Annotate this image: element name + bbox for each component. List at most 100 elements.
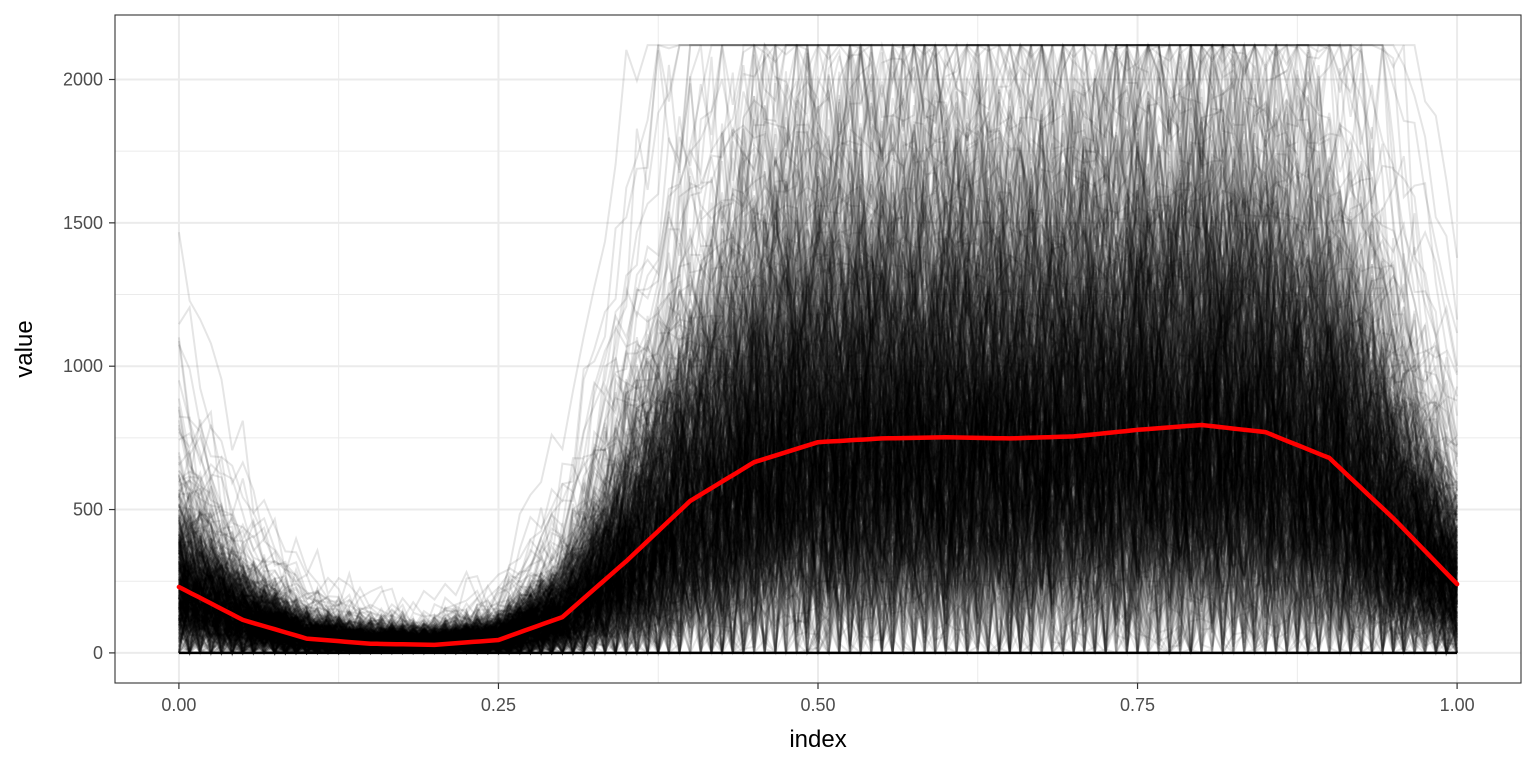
sample-trace	[178, 124, 1459, 654]
sample-trace	[178, 414, 1459, 656]
sample-trace	[178, 289, 1459, 657]
sample-trace	[178, 352, 1458, 657]
sample-trace	[178, 41, 1459, 644]
sample-trace	[178, 326, 1459, 656]
y-tick-label: 1000	[63, 356, 103, 376]
sample-trace	[178, 170, 1459, 655]
sample-trace	[178, 293, 1458, 655]
sample-trace	[177, 281, 1458, 655]
sample-trace	[178, 147, 1458, 655]
sample-trace	[177, 274, 1458, 655]
sample-trace	[178, 45, 1459, 649]
sample-trace	[177, 82, 1459, 645]
sample-trace	[177, 180, 1459, 655]
sample-trace	[178, 336, 1459, 655]
sample-trace	[177, 215, 1459, 655]
sample-trace	[177, 97, 1459, 655]
sample-trace	[177, 403, 1458, 657]
sample-trace	[177, 404, 1459, 656]
sample-trace	[177, 44, 1459, 651]
sample-trace	[177, 237, 1458, 655]
sample-trace	[177, 239, 1458, 657]
sample-trace	[178, 365, 1459, 655]
sample-trace	[177, 315, 1459, 656]
sample-trace	[177, 185, 1459, 653]
sample-trace	[178, 378, 1459, 657]
sample-trace	[178, 361, 1459, 656]
sample-trace	[178, 331, 1458, 656]
mean-layer	[176, 422, 1460, 648]
sample-trace	[178, 192, 1459, 650]
sample-trace	[178, 324, 1459, 655]
sample-trace	[177, 346, 1458, 656]
sample-trace	[177, 130, 1458, 655]
sample-trace	[178, 351, 1459, 657]
sample-trace	[178, 189, 1458, 655]
sample-trace	[178, 215, 1459, 655]
sample-trace	[178, 350, 1458, 656]
sample-trace	[177, 304, 1459, 657]
sample-trace	[178, 290, 1459, 657]
sample-trace	[178, 224, 1458, 655]
sample-trace	[178, 101, 1459, 656]
sample-trace	[177, 417, 1459, 657]
sample-trace	[178, 164, 1458, 655]
sample-trace	[177, 340, 1458, 656]
sample-trace	[177, 45, 1459, 655]
x-axis-ticks: 0.00 0.25 0.50 0.75 1.00	[161, 683, 1475, 715]
sample-trace	[178, 234, 1459, 656]
sample-trace	[177, 305, 1459, 655]
sample-trace	[178, 261, 1458, 655]
sample-trace	[178, 98, 1459, 655]
sample-trace	[177, 44, 1459, 643]
sample-trace	[178, 150, 1459, 655]
sample-trace	[177, 212, 1458, 654]
sample-trace	[178, 132, 1459, 656]
sample-trace	[177, 105, 1459, 653]
sample-trace	[177, 296, 1458, 657]
sample-trace	[177, 246, 1459, 655]
sample-trace	[177, 44, 1459, 635]
sample-trace	[177, 44, 1459, 634]
sample-trace	[178, 353, 1458, 657]
sample-trace	[178, 44, 1458, 654]
sample-trace	[178, 369, 1459, 655]
sample-trace	[178, 43, 1458, 656]
sample-trace	[178, 365, 1459, 656]
sample-trace	[178, 44, 1459, 646]
sample-trace	[178, 169, 1458, 656]
sample-trace	[177, 321, 1459, 656]
sample-trace	[177, 333, 1459, 657]
sample-trace	[177, 44, 1459, 648]
sample-trace	[178, 374, 1458, 655]
sample-trace	[178, 44, 1459, 645]
sample-trace	[178, 340, 1459, 656]
sample-trace	[178, 179, 1459, 655]
sample-trace	[177, 257, 1458, 655]
sample-trace	[177, 183, 1458, 654]
sample-trace	[178, 306, 1458, 656]
sample-trace	[177, 44, 1458, 640]
sample-trace	[177, 174, 1458, 656]
sample-trace	[178, 58, 1458, 655]
sample-trace	[178, 359, 1458, 655]
sample-trace	[177, 43, 1459, 656]
sample-trace	[178, 44, 1459, 637]
sample-trace	[177, 133, 1459, 656]
sample-trace	[177, 125, 1458, 643]
sample-trace	[177, 273, 1459, 655]
sample-trace	[177, 271, 1458, 657]
sample-trace	[178, 66, 1459, 650]
sample-trace	[177, 154, 1458, 655]
sample-trace	[177, 193, 1458, 651]
sample-trace	[177, 205, 1459, 656]
sample-trace	[177, 341, 1458, 655]
sample-trace	[177, 248, 1459, 655]
sample-trace	[177, 216, 1459, 655]
sample-trace	[178, 45, 1458, 647]
sample-trace	[177, 356, 1459, 656]
sample-trace	[177, 77, 1459, 655]
sample-trace	[177, 109, 1459, 656]
sample-trace	[177, 253, 1458, 655]
sample-trace	[177, 307, 1458, 657]
